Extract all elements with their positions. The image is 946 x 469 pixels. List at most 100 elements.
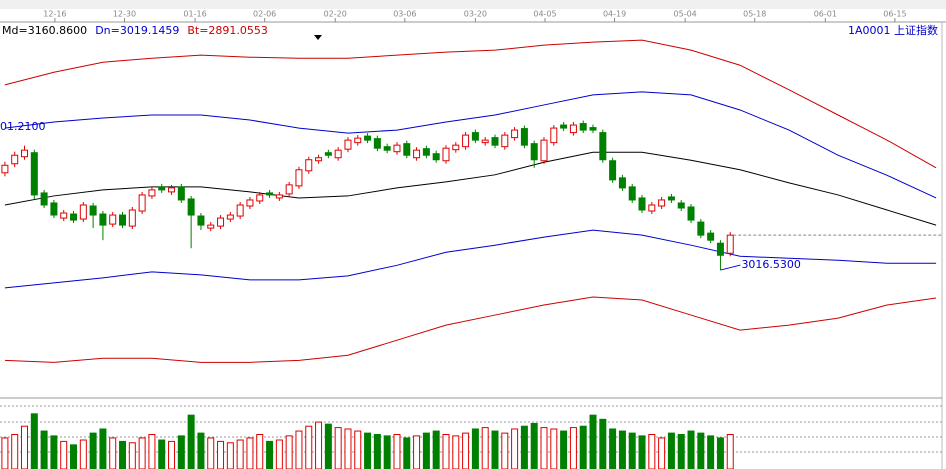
volume-grid bbox=[0, 405, 942, 453]
volume-bar bbox=[168, 440, 176, 469]
x-tick-label: 02-20 bbox=[324, 10, 347, 19]
volume-bar bbox=[79, 439, 87, 469]
candle-body bbox=[364, 135, 372, 141]
volume-bar bbox=[589, 414, 597, 469]
candle-body bbox=[618, 177, 626, 189]
volume-bar bbox=[383, 435, 391, 469]
volume-bar bbox=[50, 435, 58, 469]
candle-body bbox=[21, 149, 29, 158]
volume-bar bbox=[658, 437, 666, 469]
volume-bar bbox=[618, 430, 626, 469]
candle-body bbox=[11, 154, 19, 165]
candle-body bbox=[1, 164, 9, 174]
legend-item: Dn=3019.1459 bbox=[95, 24, 179, 37]
candle-body bbox=[716, 242, 724, 256]
x-tick-label: 02-06 bbox=[253, 10, 276, 19]
candle-body bbox=[246, 199, 254, 207]
candle-body bbox=[599, 132, 607, 161]
candle-body bbox=[148, 189, 156, 197]
volume-bar bbox=[697, 432, 705, 469]
candle-body bbox=[589, 127, 597, 131]
volume-bar bbox=[364, 432, 372, 469]
volume-bar bbox=[30, 413, 38, 469]
volume-bar bbox=[609, 428, 617, 469]
candle-body bbox=[177, 186, 185, 201]
band-line bbox=[4, 229, 937, 289]
candle-body bbox=[609, 160, 617, 181]
volume-bar bbox=[177, 435, 185, 469]
volume-bar bbox=[89, 432, 97, 469]
legend-item: Bt=2891.0553 bbox=[187, 24, 268, 37]
candle-body bbox=[628, 186, 636, 201]
volume-bar bbox=[11, 434, 19, 469]
volume-bar bbox=[40, 430, 48, 469]
candle-body bbox=[658, 199, 666, 207]
candle-body bbox=[667, 196, 675, 201]
volume-bar bbox=[726, 434, 734, 469]
candle-body bbox=[403, 143, 411, 156]
candle-body bbox=[648, 204, 656, 212]
candle-body bbox=[344, 139, 352, 150]
candle-body bbox=[119, 214, 127, 226]
volume-bar bbox=[305, 425, 313, 469]
volume-bar bbox=[677, 434, 685, 469]
volume-bar bbox=[471, 428, 479, 469]
volume-bar bbox=[217, 440, 225, 469]
candle-body bbox=[324, 152, 332, 156]
candle-body bbox=[481, 139, 489, 144]
x-tick-label: 12-16 bbox=[43, 10, 66, 19]
volume-bar bbox=[452, 435, 460, 469]
candle-body bbox=[560, 124, 568, 129]
candle-body bbox=[334, 149, 342, 159]
candle-body bbox=[638, 197, 646, 211]
candle-body bbox=[413, 149, 421, 159]
volume-bar bbox=[99, 428, 107, 469]
x-tick-label: 03-20 bbox=[464, 10, 487, 19]
volume-bar bbox=[403, 437, 411, 469]
candle-body bbox=[511, 129, 519, 139]
volume-bar bbox=[197, 432, 205, 469]
volume-bar bbox=[432, 430, 440, 469]
candle-body bbox=[383, 146, 391, 151]
volume-bar bbox=[324, 423, 332, 469]
candle-body bbox=[471, 132, 479, 141]
candle-body bbox=[138, 194, 146, 212]
candle-body bbox=[354, 137, 362, 144]
volume-bar bbox=[716, 437, 724, 469]
candle-body bbox=[530, 143, 538, 161]
volume-bar bbox=[393, 434, 401, 469]
candle-body bbox=[295, 169, 303, 187]
candle-body bbox=[697, 221, 705, 236]
x-tick-label: 05-18 bbox=[743, 10, 766, 19]
candle-body bbox=[432, 153, 440, 161]
candle-body bbox=[128, 209, 136, 227]
volume-bar bbox=[579, 425, 587, 469]
volume-bar bbox=[667, 432, 675, 469]
volume-bar bbox=[21, 425, 29, 469]
volume-bar bbox=[638, 435, 646, 469]
volume-bar bbox=[687, 430, 695, 469]
volume-bar bbox=[354, 430, 362, 469]
x-tick-label: 04-05 bbox=[533, 10, 556, 19]
band-line bbox=[4, 151, 937, 226]
volume-bar bbox=[158, 439, 166, 469]
candle-body bbox=[452, 144, 460, 151]
candle-body bbox=[50, 202, 58, 216]
volume-bar bbox=[520, 425, 528, 469]
candle-body bbox=[315, 157, 323, 162]
low-label: 3016.5300 bbox=[741, 258, 801, 271]
candle-body bbox=[373, 138, 381, 149]
candle-body bbox=[550, 127, 558, 144]
volume-bar bbox=[462, 432, 470, 469]
volume-bar bbox=[491, 430, 499, 469]
candle-body bbox=[726, 234, 734, 254]
volume-bar bbox=[138, 437, 146, 469]
candle-body bbox=[579, 123, 587, 131]
volume-bar bbox=[511, 428, 519, 469]
x-tick-label: 01-16 bbox=[183, 10, 206, 19]
candle-body bbox=[422, 148, 430, 156]
x-tick-label: 12-30 bbox=[113, 10, 136, 19]
volume-bar bbox=[119, 440, 127, 469]
candle-body bbox=[285, 184, 293, 195]
